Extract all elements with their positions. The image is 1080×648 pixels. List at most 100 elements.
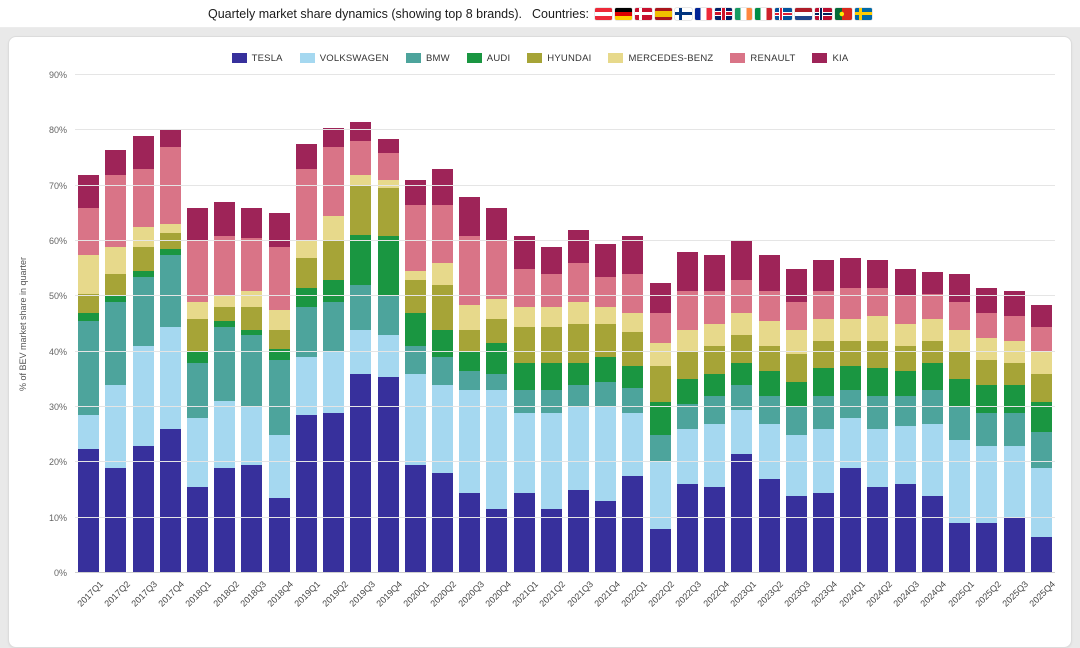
segment-renault[interactable] xyxy=(404,205,426,272)
segment-volkswagen[interactable] xyxy=(159,326,181,430)
bar-2022Q2[interactable] xyxy=(649,75,671,573)
segment-volkswagen[interactable] xyxy=(731,409,753,455)
segment-bmw[interactable] xyxy=(404,346,426,374)
segment-audi[interactable] xyxy=(159,249,181,255)
segment-tesla[interactable] xyxy=(976,523,998,573)
segment-renault[interactable] xyxy=(513,268,535,308)
segment-hyundai[interactable] xyxy=(459,329,481,352)
segment-audi[interactable] xyxy=(813,368,835,396)
segment-kia[interactable] xyxy=(431,169,453,206)
segment-tesla[interactable] xyxy=(486,509,508,573)
segment-tesla[interactable] xyxy=(867,487,889,573)
segment-mercedes-benz[interactable] xyxy=(704,324,726,347)
segment-bmw[interactable] xyxy=(540,390,562,413)
segment-tesla[interactable] xyxy=(540,509,562,573)
segment-renault[interactable] xyxy=(921,293,943,319)
bar-2022Q3[interactable] xyxy=(676,75,698,573)
segment-hyundai[interactable] xyxy=(731,335,753,363)
segment-kia[interactable] xyxy=(159,130,181,147)
segment-renault[interactable] xyxy=(323,147,345,217)
segment-audi[interactable] xyxy=(921,362,943,391)
segment-mercedes-benz[interactable] xyxy=(758,321,780,347)
bar-2022Q4[interactable] xyxy=(704,75,726,573)
segment-audi[interactable] xyxy=(105,296,127,302)
bar-2021Q2[interactable] xyxy=(540,75,562,573)
segment-kia[interactable] xyxy=(976,288,998,313)
segment-hyundai[interactable] xyxy=(676,351,698,380)
segment-hyundai[interactable] xyxy=(1030,373,1052,402)
segment-audi[interactable] xyxy=(186,351,208,363)
bar-2023Q4[interactable] xyxy=(813,75,835,573)
segment-mercedes-benz[interactable] xyxy=(78,254,100,294)
segment-renault[interactable] xyxy=(105,174,127,247)
bar-2018Q4[interactable] xyxy=(268,75,290,573)
segment-kia[interactable] xyxy=(404,180,426,206)
segment-audi[interactable] xyxy=(568,362,590,385)
segment-volkswagen[interactable] xyxy=(622,412,644,477)
bar-2022Q1[interactable] xyxy=(622,75,644,573)
segment-audi[interactable] xyxy=(758,371,780,396)
segment-bmw[interactable] xyxy=(595,382,617,408)
segment-renault[interactable] xyxy=(813,290,835,319)
segment-volkswagen[interactable] xyxy=(840,418,862,468)
segment-hyundai[interactable] xyxy=(214,307,236,322)
legend-item-renault[interactable]: RENAULT xyxy=(730,53,795,64)
segment-tesla[interactable] xyxy=(921,495,943,573)
segment-audi[interactable] xyxy=(894,371,916,396)
segment-audi[interactable] xyxy=(404,312,426,347)
segment-tesla[interactable] xyxy=(731,454,753,573)
segment-bmw[interactable] xyxy=(459,371,481,391)
segment-volkswagen[interactable] xyxy=(78,415,100,449)
segment-bmw[interactable] xyxy=(1030,431,1052,468)
segment-volkswagen[interactable] xyxy=(1003,445,1025,518)
segment-audi[interactable] xyxy=(486,343,508,374)
segment-mercedes-benz[interactable] xyxy=(976,337,998,361)
segment-bmw[interactable] xyxy=(78,321,100,416)
segment-bmw[interactable] xyxy=(105,301,127,385)
segment-kia[interactable] xyxy=(649,282,671,313)
bar-2023Q3[interactable] xyxy=(785,75,807,573)
bar-2023Q1[interactable] xyxy=(731,75,753,573)
segment-kia[interactable] xyxy=(867,260,889,289)
segment-bmw[interactable] xyxy=(894,395,916,427)
segment-volkswagen[interactable] xyxy=(350,329,372,374)
segment-hyundai[interactable] xyxy=(431,285,453,330)
segment-bmw[interactable] xyxy=(214,326,236,402)
legend-item-mercedes-benz[interactable]: MERCEDES-BENZ xyxy=(608,53,713,64)
bar-2024Q4[interactable] xyxy=(921,75,943,573)
segment-kia[interactable] xyxy=(840,257,862,289)
segment-volkswagen[interactable] xyxy=(268,434,290,499)
legend-item-bmw[interactable]: BMW xyxy=(405,53,450,64)
segment-mercedes-benz[interactable] xyxy=(159,224,181,233)
segment-mercedes-benz[interactable] xyxy=(867,315,889,341)
segment-audi[interactable] xyxy=(840,365,862,391)
segment-kia[interactable] xyxy=(105,149,127,175)
segment-volkswagen[interactable] xyxy=(214,401,236,468)
segment-renault[interactable] xyxy=(540,274,562,308)
segment-hyundai[interactable] xyxy=(513,326,535,363)
segment-tesla[interactable] xyxy=(513,492,535,573)
segment-mercedes-benz[interactable] xyxy=(894,324,916,347)
segment-volkswagen[interactable] xyxy=(894,426,916,485)
bar-2019Q3[interactable] xyxy=(350,75,372,573)
segment-audi[interactable] xyxy=(1003,384,1025,413)
segment-audi[interactable] xyxy=(1030,401,1052,432)
bar-2024Q3[interactable] xyxy=(894,75,916,573)
segment-mercedes-benz[interactable] xyxy=(268,310,290,330)
segment-bmw[interactable] xyxy=(568,384,590,407)
segment-volkswagen[interactable] xyxy=(758,423,780,479)
segment-bmw[interactable] xyxy=(949,407,971,441)
segment-kia[interactable] xyxy=(785,268,807,302)
segment-bmw[interactable] xyxy=(622,387,644,413)
segment-volkswagen[interactable] xyxy=(486,390,508,510)
segment-hyundai[interactable] xyxy=(540,326,562,363)
segment-volkswagen[interactable] xyxy=(867,429,889,488)
segment-hyundai[interactable] xyxy=(78,293,100,313)
bar-2025Q2[interactable] xyxy=(976,75,998,573)
segment-hyundai[interactable] xyxy=(649,365,671,402)
segment-kia[interactable] xyxy=(486,207,508,242)
segment-mercedes-benz[interactable] xyxy=(595,307,617,325)
segment-mercedes-benz[interactable] xyxy=(921,318,943,341)
segment-audi[interactable] xyxy=(78,312,100,322)
segment-bmw[interactable] xyxy=(731,384,753,410)
